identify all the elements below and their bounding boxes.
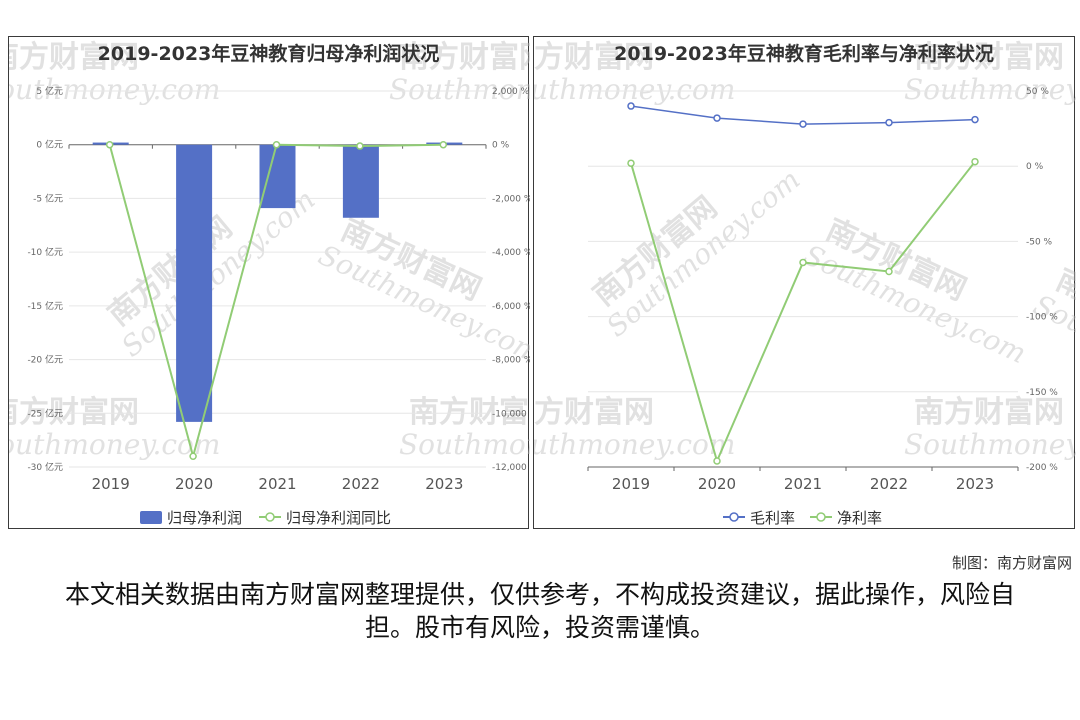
legend-label: 毛利率 [750, 509, 795, 527]
y-right-tick-label: -12,000 % [492, 463, 530, 473]
line-point [356, 142, 364, 150]
line-point [713, 457, 721, 465]
y-right-tick-label: -100 % [1026, 313, 1058, 323]
line-point [799, 258, 807, 267]
y-left-tick-label: -30 亿元 [27, 461, 63, 473]
left-chart: 南方财富网Southmoney.com南方财富网Southmoney.com南方… [9, 40, 530, 527]
right-chart-panel: 南方财富网Southmoney.com南方财富网Southmoney.com南方… [533, 36, 1076, 529]
x-tick-label: 2023 [425, 475, 463, 493]
x-tick-label: 2019 [612, 475, 650, 493]
left-chart-title: 2019-2023年豆神教育归母净利润状况 [97, 43, 440, 65]
watermark-en: Southmoney.com [534, 73, 735, 106]
legend-label: 归母净利润同比 [286, 509, 391, 527]
right-chart-title: 2019-2023年豆神教育毛利率与净利率状况 [614, 43, 994, 65]
bar [342, 144, 379, 218]
x-tick-label: 2021 [784, 475, 822, 493]
watermark-en: Southmoney.com [399, 428, 530, 461]
x-tick-label: 2020 [175, 475, 213, 493]
y-right-tick-label: -50 % [1026, 237, 1053, 247]
legend-label: 归母净利润 [167, 509, 242, 527]
line-point [971, 157, 979, 166]
line-point [885, 267, 893, 276]
watermark-cn: 南方财富网 [409, 395, 530, 430]
watermark-en: Southmoney.com [389, 73, 530, 106]
x-tick-label: 2022 [342, 475, 380, 493]
y-right-tick-label: -2,000 % [492, 194, 530, 204]
y-right-tick-label: 50 % [1026, 87, 1049, 97]
y-right-tick-label: -8,000 % [492, 356, 530, 366]
y-right-tick-label: 0 % [492, 141, 510, 151]
x-tick-label: 2023 [956, 475, 994, 493]
y-left-tick-label: -5 亿元 [33, 192, 63, 204]
disclaimer-text: 本文相关数据由南方财富网整理提供，仅供参考，不构成投资建议，据此操作，风险自担。… [64, 580, 1015, 642]
line-point [627, 159, 635, 167]
y-left-tick-label: -15 亿元 [27, 300, 63, 312]
left-chart-panel: 南方财富网Southmoney.com南方财富网Southmoney.com南方… [8, 36, 530, 529]
line-point [971, 115, 979, 124]
line-point [439, 140, 448, 149]
bar [176, 144, 213, 422]
y-left-tick-label: -25 亿元 [27, 407, 63, 419]
y-right-tick-label: -150 % [1026, 388, 1058, 398]
y-right-tick-label: -10,000 % [492, 409, 530, 419]
right-chart: 南方财富网Southmoney.com南方财富网Southmoney.com南方… [534, 40, 1076, 527]
watermark-en: Southmoney.com [904, 73, 1076, 106]
y-left-tick-label: 0 亿元 [36, 139, 63, 151]
legend-label: 净利率 [837, 509, 882, 527]
watermark-cn: 南方财富网 [914, 40, 1064, 75]
watermark-en: Southmoney.com [9, 73, 220, 106]
line-point [713, 114, 721, 122]
watermark-cn: 南方财富网 [534, 395, 654, 430]
chart-credit: 制图：南方财富网 [951, 554, 1072, 572]
y-right-tick-label: -6,000 % [492, 302, 530, 312]
line-point [885, 118, 893, 127]
legend-swatch-point [265, 512, 275, 522]
watermark-cn: 南方财富网 [399, 40, 530, 75]
line-point [627, 102, 635, 110]
x-tick-label: 2019 [92, 475, 130, 493]
legend-swatch-bar [140, 511, 162, 524]
bar [259, 144, 296, 209]
y-left-tick-label: 5 亿元 [36, 85, 63, 97]
x-tick-label: 2022 [870, 475, 908, 493]
watermark-en: Southmoney.com [904, 428, 1076, 461]
legend-swatch-point [729, 512, 739, 522]
x-tick-label: 2020 [698, 475, 736, 493]
watermark-cn: 南方财富网 [9, 40, 139, 75]
y-right-tick-label: -200 % [1026, 463, 1058, 473]
watermark-cn: 南方财富网 [914, 395, 1064, 430]
watermark-cn: 南方财富网 [9, 395, 139, 430]
y-left-tick-label: -10 亿元 [27, 246, 63, 258]
watermark-en: Southmoney.com [9, 428, 220, 461]
x-tick-label: 2021 [258, 475, 296, 493]
watermark-en: Southmoney.com [534, 428, 735, 461]
line-point [189, 452, 197, 461]
y-right-tick-label: 2,000 % [492, 87, 530, 97]
y-right-tick-label: 0 % [1026, 162, 1044, 172]
line-point [272, 140, 281, 149]
line-point [105, 140, 114, 149]
line-point [799, 120, 807, 128]
y-right-tick-label: -4,000 % [492, 248, 530, 258]
watermark-cn: 南方财富网 [534, 40, 654, 75]
legend-swatch-point [816, 512, 826, 522]
y-left-tick-label: -20 亿元 [27, 354, 63, 366]
